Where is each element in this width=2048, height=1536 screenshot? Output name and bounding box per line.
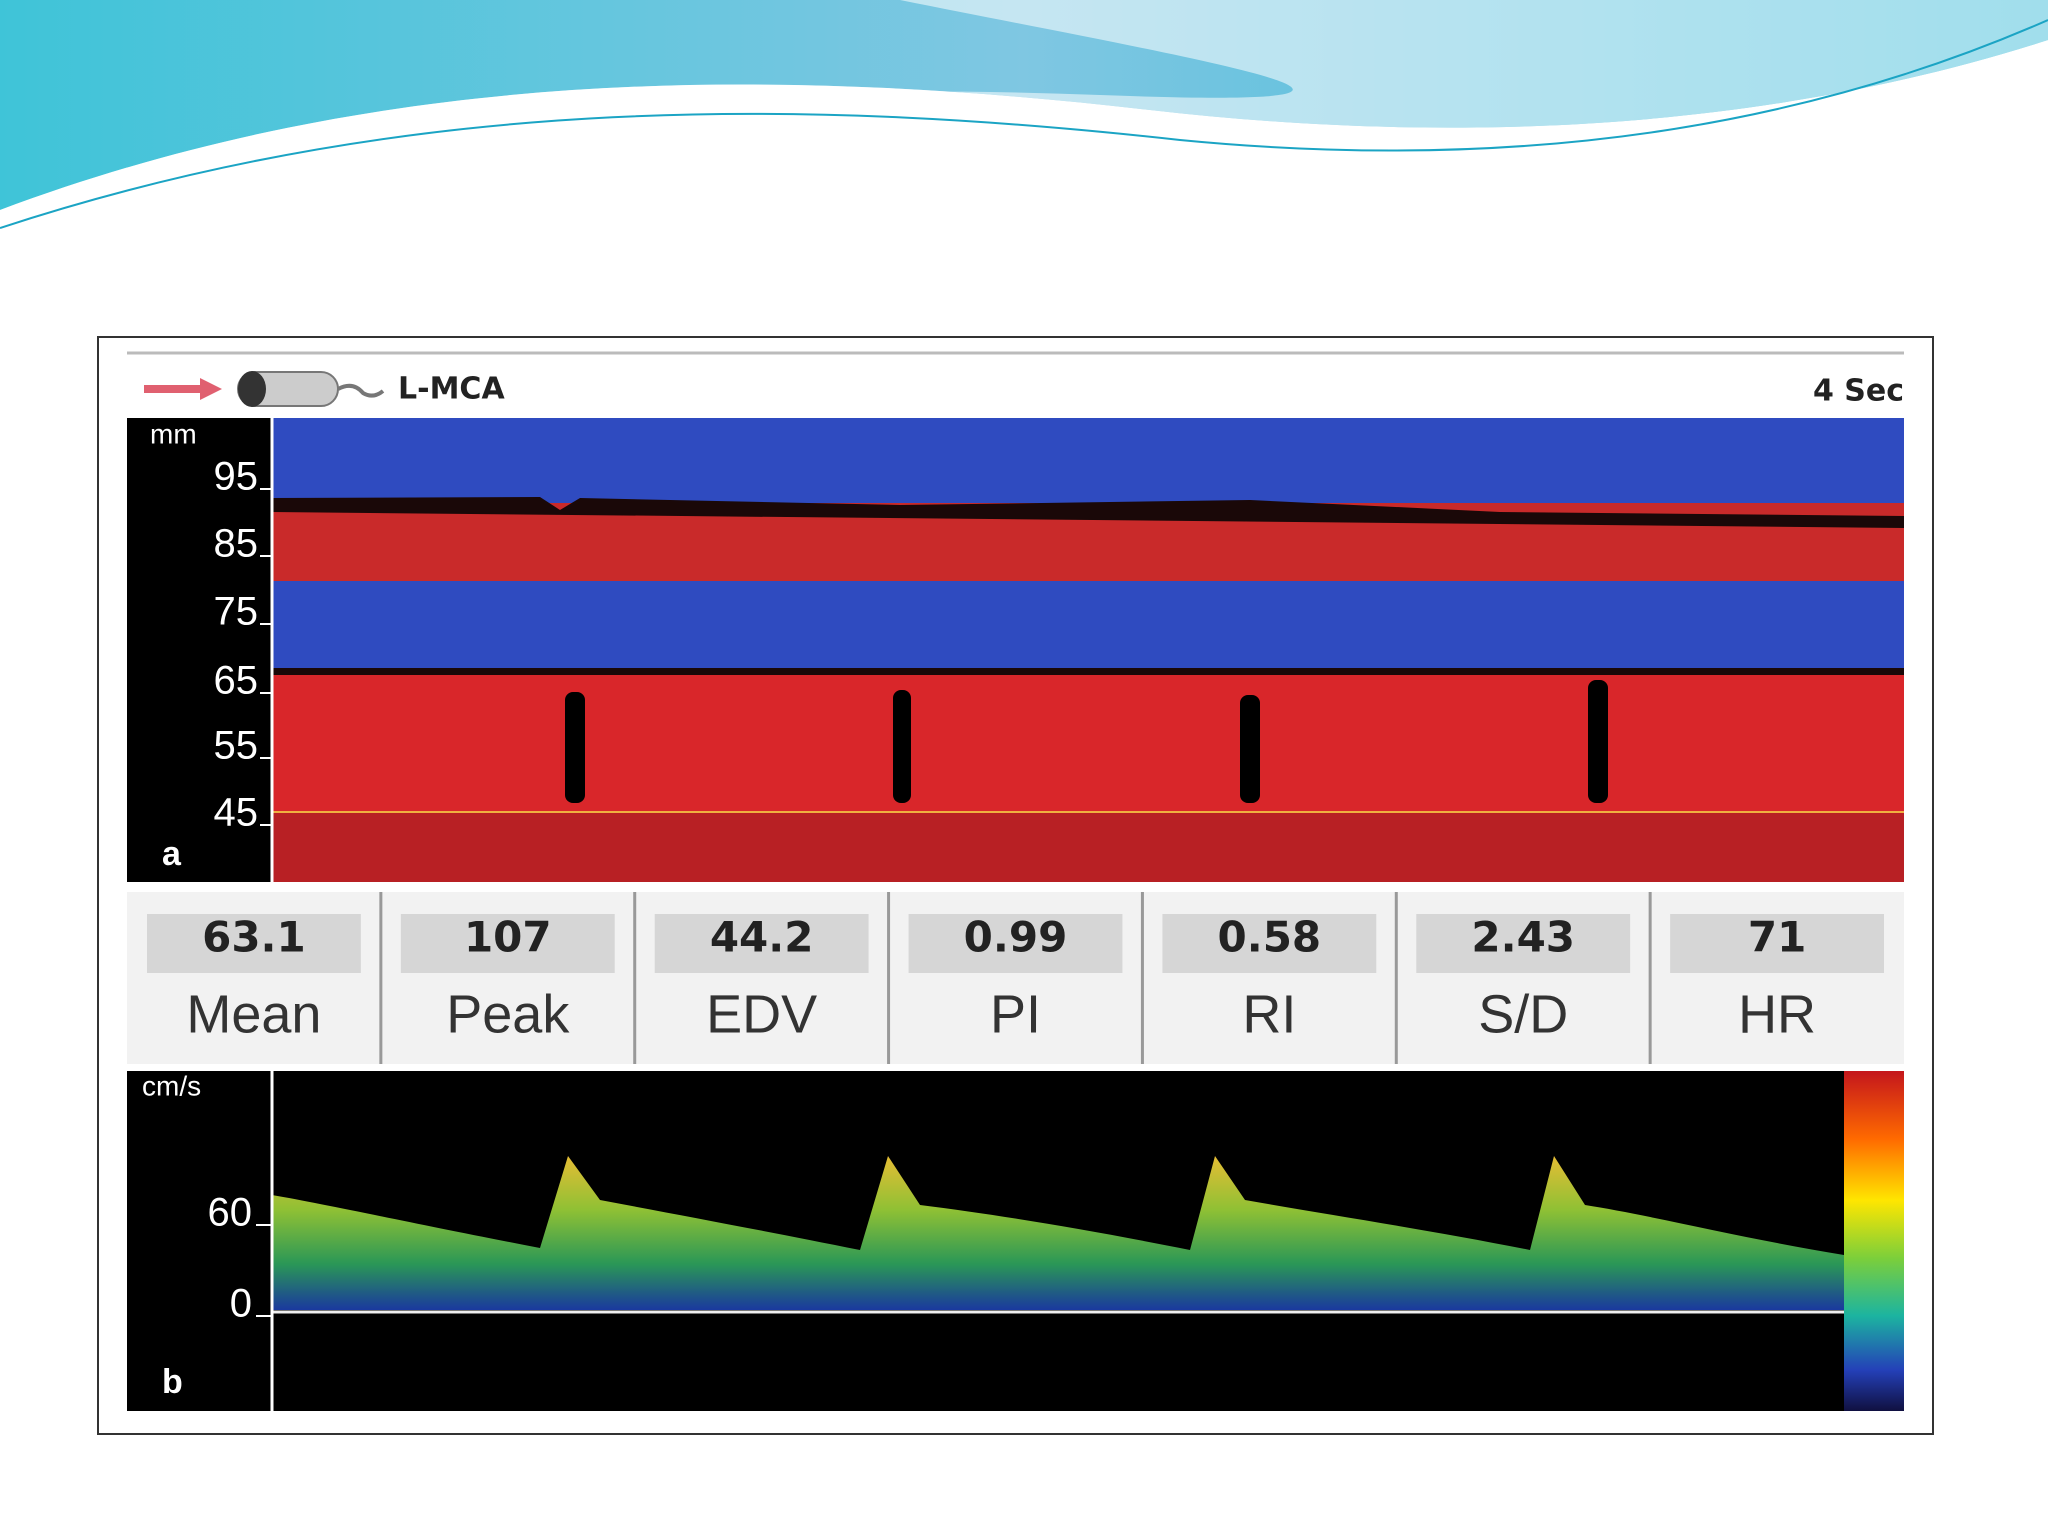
notch — [565, 692, 585, 803]
swoosh-line — [0, 19, 2048, 229]
band-noise — [272, 812, 1904, 882]
metric-value: 0.99 — [964, 913, 1068, 962]
metric-value: 2.43 — [1471, 913, 1575, 962]
panel-b: cm/s b 60 0 — [127, 1070, 1904, 1411]
y-tick-label: 75 — [214, 590, 259, 634]
notch — [1588, 680, 1608, 803]
value-cell — [1162, 914, 1377, 973]
metric-label: PI — [990, 984, 1041, 1044]
metric-label: EDV — [706, 984, 817, 1044]
doppler-spectrum — [272, 1156, 1844, 1310]
y-tick-label: 60 — [208, 1191, 253, 1235]
panel-a: mm a 95 85 75 65 55 45 — [127, 418, 1904, 882]
vessel-label: L-MCA — [398, 372, 505, 407]
probe-cable — [337, 383, 385, 398]
flow-arrowhead — [200, 378, 222, 400]
value-cell — [908, 914, 1123, 973]
panel-label: b — [162, 1363, 183, 1401]
band-blue — [272, 581, 1904, 673]
notch — [1240, 695, 1260, 803]
y-tick-label: 45 — [214, 791, 259, 835]
value-cell — [1416, 914, 1631, 973]
swoosh-highlight — [0, 0, 2048, 220]
notch — [893, 690, 911, 803]
metric-label: RI — [1242, 984, 1296, 1044]
metric-value: 63.1 — [202, 913, 306, 962]
axis-column — [127, 418, 272, 882]
band-edge — [272, 497, 1904, 528]
y-tick-label: 65 — [214, 659, 259, 703]
color-bar — [1844, 1071, 1904, 1411]
axis-unit: mm — [150, 418, 197, 449]
value-cell — [400, 914, 615, 973]
y-tick-label: 85 — [214, 522, 259, 566]
y-tick-label: 55 — [214, 724, 259, 768]
probe-tip — [238, 371, 266, 407]
metrics-table: 63.1 Mean 107 Peak 44.2 EDV 0.99 PI 0.58 RI 2.43 S/… — [127, 892, 1904, 1064]
y-tick-label: 95 — [214, 455, 259, 499]
y-tick-label: 0 — [230, 1282, 252, 1326]
metric-label: Peak — [446, 984, 570, 1044]
band-blue — [272, 418, 1904, 503]
value-cell — [1670, 914, 1884, 973]
time-scale: 4 Sec — [1813, 374, 1904, 409]
band-edge — [272, 668, 1904, 675]
axis-unit: cm/s — [142, 1070, 201, 1101]
value-cell — [147, 914, 361, 973]
metric-value: 71 — [1748, 913, 1806, 962]
metric-value: 0.58 — [1218, 913, 1322, 962]
metric-label: Mean — [186, 984, 321, 1044]
value-cell — [654, 914, 869, 973]
metric-label: S/D — [1478, 984, 1568, 1044]
panel-label: a — [162, 835, 182, 873]
metric-value: 107 — [464, 913, 552, 962]
metric-label: HR — [1738, 984, 1816, 1044]
metric-value: 44.2 — [710, 913, 814, 962]
